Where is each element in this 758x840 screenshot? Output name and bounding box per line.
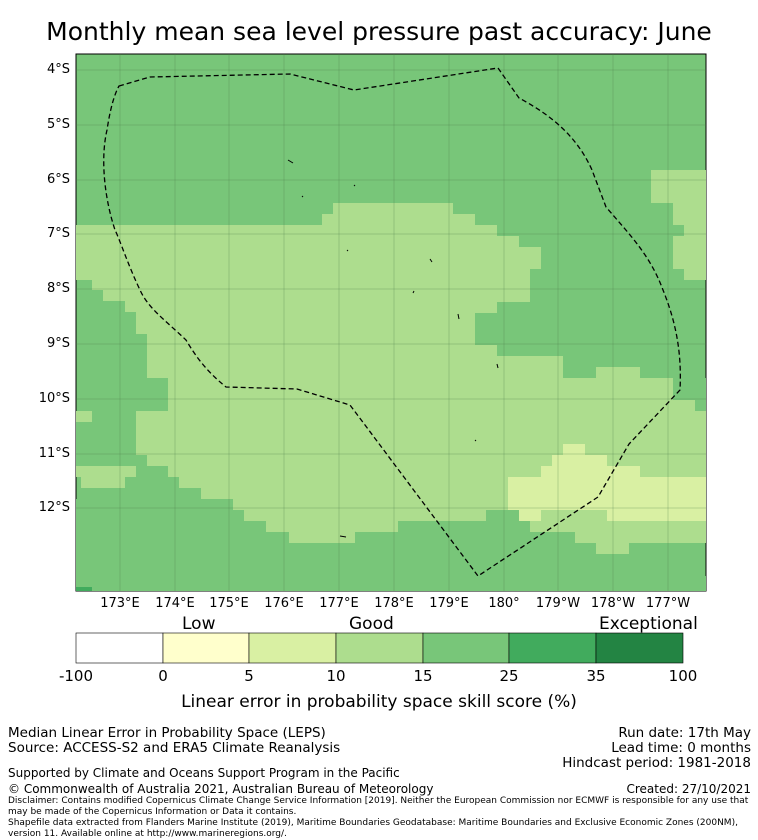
colorbar-segment xyxy=(508,632,597,664)
skill-region-15-25-east xyxy=(673,378,706,411)
chart-title: Monthly mean sea level pressure past acc… xyxy=(46,17,712,46)
skill-patch xyxy=(76,587,92,591)
colorbar-label: Linear error in probability space skill … xyxy=(181,692,577,712)
skill-region-10-15-east xyxy=(651,170,706,280)
grid-lines xyxy=(76,54,706,591)
lat-tick: 4°S xyxy=(46,62,70,77)
colorbar xyxy=(75,632,684,664)
lat-tick: 11°S xyxy=(38,446,70,461)
skill-region-15-25-west xyxy=(76,422,136,466)
hindcast-period: Hindcast period: 1981-2018 xyxy=(562,755,751,771)
lon-tick: 175°E xyxy=(209,596,249,611)
island xyxy=(353,184,356,187)
lon-tick: 178°E xyxy=(374,596,414,611)
island xyxy=(496,363,499,369)
colorbar-tick: -100 xyxy=(58,667,94,685)
skill-region-5-10 xyxy=(508,444,706,521)
colorbar-segment xyxy=(75,632,164,664)
run-date: Run date: 17th May xyxy=(618,725,751,741)
colorbar-segment xyxy=(248,632,337,664)
island xyxy=(339,535,347,538)
skill-region-10-15-southwest xyxy=(76,466,136,488)
colorbar-tick: 5 xyxy=(244,667,254,685)
lon-tick: 178°W xyxy=(590,596,636,611)
colorbar-tick: 15 xyxy=(413,667,433,685)
lon-tick: 180° xyxy=(488,596,520,611)
island xyxy=(301,195,304,198)
lat-tick: 8°S xyxy=(46,281,70,296)
island xyxy=(346,249,349,252)
colorbar-segment xyxy=(335,632,424,664)
lon-tick: 177°W xyxy=(645,596,691,611)
colorbar-tick: 25 xyxy=(499,667,519,685)
island xyxy=(429,258,433,263)
lon-tick: 176°E xyxy=(264,596,304,611)
lon-tick: 179°E xyxy=(429,596,469,611)
lat-tick: 7°S xyxy=(46,226,70,241)
lon-tick: 179°W xyxy=(535,596,581,611)
colorbar-tick: 10 xyxy=(326,667,346,685)
colorbar-tick: 100 xyxy=(668,667,698,685)
lon-tick: 174°E xyxy=(155,596,195,611)
colorbar-segment xyxy=(422,632,510,664)
colorbar-tick: 35 xyxy=(586,667,606,685)
lat-tick: 9°S xyxy=(46,336,70,351)
island xyxy=(287,159,294,164)
copyright-text: © Commonwealth of Australia 2021, Austra… xyxy=(8,782,434,796)
lat-tick: 12°S xyxy=(38,500,70,515)
lat-tick: 10°S xyxy=(38,391,70,406)
source-text: Source: ACCESS-S2 and ERA5 Climate Reana… xyxy=(8,740,341,756)
island xyxy=(474,439,477,442)
disclaimer-text: Disclaimer: Contains modified Copernicus… xyxy=(8,796,749,817)
shapefile-text: Shapefile data extracted from Flanders M… xyxy=(8,818,738,839)
lead-time: Lead time: 0 months xyxy=(611,740,751,756)
skill-region-15-25-south xyxy=(76,499,706,591)
lat-tick: 6°S xyxy=(46,172,70,187)
lat-tick: 5°S xyxy=(46,117,70,132)
island xyxy=(412,290,415,294)
colorbar-segment xyxy=(162,632,250,664)
colorbar-category-exceptional: Exceptional xyxy=(599,614,698,634)
skill-patch xyxy=(76,411,92,422)
colorbar-category-low: Low xyxy=(182,614,216,634)
colorbar-segment xyxy=(595,632,684,664)
colorbar-tick: 0 xyxy=(158,667,168,685)
islands xyxy=(287,159,499,538)
colorbar-category-good: Good xyxy=(349,614,394,634)
support-text: Supported by Climate and Oceans Support … xyxy=(8,766,400,780)
lon-tick: 173°E xyxy=(100,596,140,611)
created-date: Created: 27/10/2021 xyxy=(626,782,751,796)
method-text: Median Linear Error in Probability Space… xyxy=(8,725,326,741)
island xyxy=(457,313,460,320)
lon-tick: 177°E xyxy=(319,596,359,611)
